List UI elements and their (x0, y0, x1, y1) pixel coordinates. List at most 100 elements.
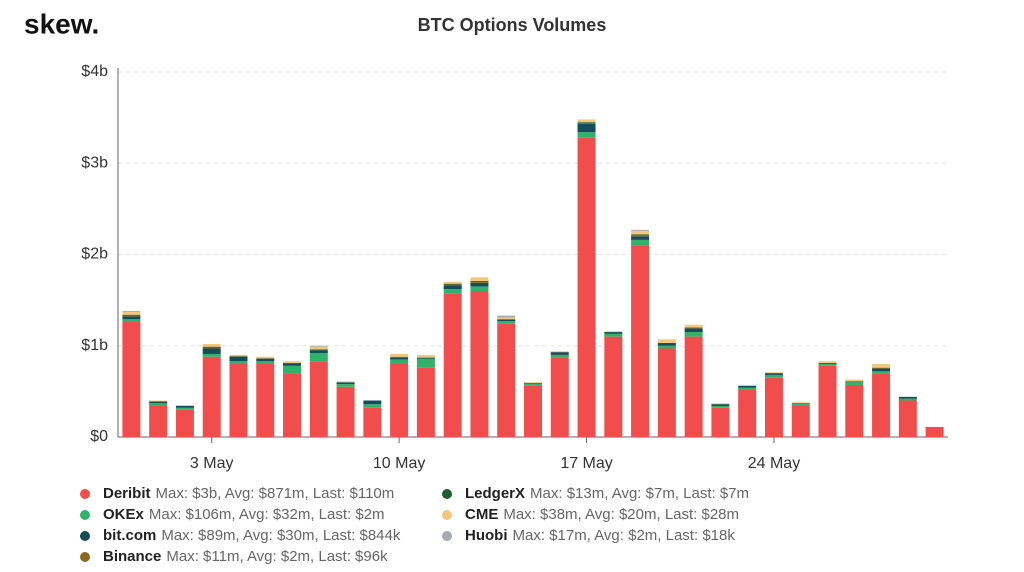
bar-segment (791, 402, 810, 404)
bar-segment (202, 353, 221, 357)
bar-segment (604, 332, 623, 334)
bar-segment (309, 353, 328, 362)
bar-segment (872, 373, 891, 437)
bar-segment (550, 352, 569, 355)
bar-segment (845, 381, 864, 383)
bar-segment (738, 387, 757, 390)
legend-entry: bit.com Max: $89m, Avg: $30m, Last: $844k (103, 527, 401, 544)
bar-segment (764, 374, 783, 378)
bar-segment (202, 343, 221, 347)
bar-segment (872, 368, 891, 372)
bar-segment (872, 364, 891, 368)
legend-entry: Binance Max: $11m, Avg: $2m, Last: $96k (103, 548, 388, 565)
bar-segment (898, 396, 917, 399)
bar-segment (443, 281, 462, 284)
legend-swatch (80, 489, 90, 499)
legend-name: CME (465, 506, 498, 523)
bar-segment (577, 123, 596, 125)
bar-segment (764, 373, 783, 375)
bar-segment (524, 384, 542, 386)
bar-segment (309, 350, 328, 354)
bar-segment (791, 405, 810, 437)
bar-segment (898, 400, 917, 437)
bar-segment (684, 336, 703, 437)
bar-segment (363, 400, 382, 405)
legend-swatch (442, 531, 452, 541)
bar-segment (738, 385, 757, 388)
bar-segment (631, 245, 650, 437)
bar-segment (283, 365, 302, 374)
bar-segment (416, 354, 435, 358)
legend-stats: Max: $3b, Avg: $871m, Last: $110m (156, 485, 395, 502)
legend-stats: Max: $13m, Avg: $7m, Last: $7m (530, 485, 749, 502)
bar-segment (122, 322, 141, 437)
bar-segment (818, 365, 837, 437)
bar-segment (470, 282, 489, 287)
legend-swatch (80, 510, 90, 520)
bar-segment (202, 348, 221, 354)
x-tick-label: 3 May (190, 455, 234, 472)
bar-segment (229, 364, 248, 437)
bar-segment (283, 363, 302, 366)
bar-segment (898, 398, 917, 401)
y-tick-label: $2b (81, 246, 108, 263)
legend-name: Deribit (103, 485, 151, 502)
bar-segment (764, 372, 783, 374)
bar-segment (416, 367, 435, 437)
bar-segment (711, 403, 730, 405)
bar-segment (657, 345, 676, 349)
bar-segment (470, 291, 489, 437)
bar-segment (524, 383, 542, 385)
bar-segment (149, 400, 168, 402)
bar-segment (577, 122, 596, 124)
bar-segment (684, 332, 703, 337)
bar-segment (283, 361, 302, 364)
bar-segment (202, 356, 221, 437)
bar-segment (497, 315, 516, 318)
bar-segment (283, 373, 302, 437)
bar-segment (657, 348, 676, 437)
bar-segment (631, 236, 650, 240)
bar-segment (470, 280, 489, 282)
legend-entry: CME Max: $38m, Avg: $20m, Last: $28m (465, 506, 739, 523)
bar-segment (336, 384, 355, 387)
bar-segment (684, 324, 703, 328)
legend-swatch (442, 510, 452, 520)
legend-stats: Max: $11m, Avg: $2m, Last: $96k (166, 548, 388, 565)
bar-segment (416, 357, 435, 359)
bar-segment (309, 345, 328, 347)
y-tick-label: $4b (81, 63, 108, 80)
bar-segment (336, 382, 355, 385)
bar-segment (175, 409, 194, 437)
bar-segment (577, 132, 596, 138)
bar-segment (309, 361, 328, 437)
bar-segment (122, 314, 141, 316)
logo: skew. (24, 8, 99, 39)
x-tick-label: 17 May (560, 455, 612, 472)
bar-segment (872, 371, 891, 374)
bar-segment (925, 426, 944, 437)
bar-segment (711, 404, 730, 406)
bar-segment (497, 317, 516, 320)
bar-segment (657, 339, 676, 344)
bar-segment (443, 285, 462, 290)
bar-segment (524, 382, 542, 384)
legend-name: Huobi (465, 527, 508, 544)
bar-segment (738, 384, 757, 386)
bar-segment (443, 293, 462, 437)
bar-segment (524, 385, 542, 437)
bar-segment (363, 407, 382, 437)
bar-segment (149, 401, 168, 404)
bar-segment (818, 364, 837, 366)
legend-stats: Max: $38m, Avg: $20m, Last: $28m (503, 506, 739, 523)
bar-segment (711, 405, 730, 408)
bar-segment (336, 386, 355, 437)
legend-swatch (80, 531, 90, 541)
bar-segment (764, 377, 783, 437)
chart-title: BTC Options Volumes (418, 15, 607, 35)
bar-segment (631, 229, 650, 231)
bar-segment (390, 356, 409, 358)
y-tick-label: $3b (81, 154, 108, 171)
bar-segment (149, 405, 168, 437)
